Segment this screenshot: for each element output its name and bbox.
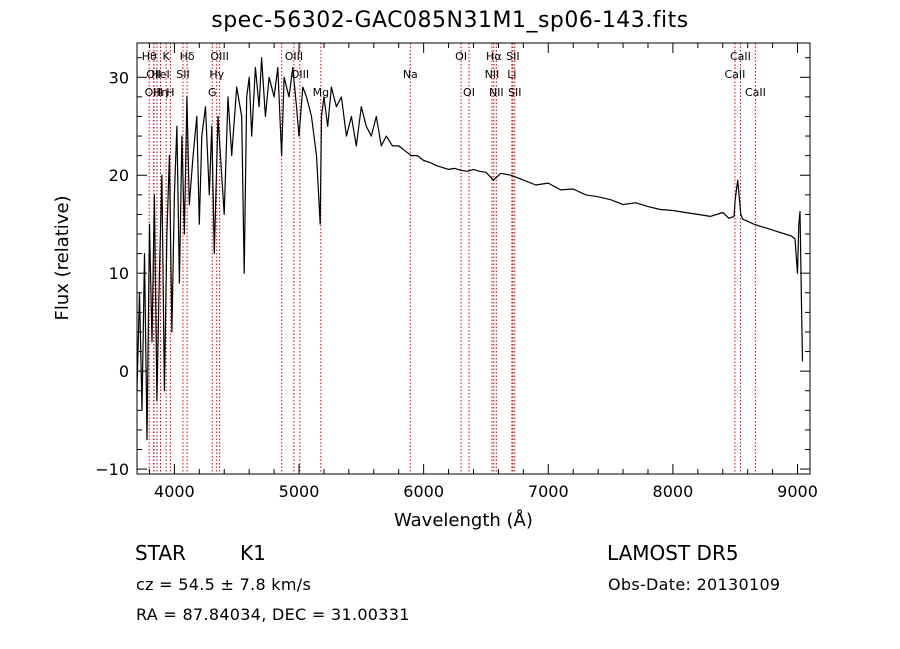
survey-name: LAMOST DR5: [607, 541, 739, 565]
chart-title: spec-56302-GAC085N31M1_sp06-143.fits: [211, 8, 689, 33]
object-class: STAR: [135, 541, 186, 565]
x-tick-label: 8000: [653, 482, 694, 501]
line-marker-label: OIII: [291, 68, 309, 81]
line-marker-label: CaII: [730, 50, 751, 63]
observation-date: Obs-Date: 20130109: [608, 575, 781, 594]
y-axis-label: Flux (relative): [52, 195, 73, 320]
line-marker-label: Hδ: [180, 50, 195, 63]
x-tick-label: 4000: [154, 482, 195, 501]
line-marker-label: H: [166, 86, 174, 99]
y-tick-label: 20: [109, 166, 129, 185]
x-axis-label: Wavelength (Å): [394, 510, 533, 531]
line-marker-label: OII: [146, 68, 161, 81]
line-marker-label: Hθ: [142, 50, 157, 63]
subclass: K1: [240, 541, 266, 565]
x-tick-label: 6000: [403, 482, 444, 501]
line-marker-label: OI: [455, 50, 467, 63]
line-marker-label: Li: [507, 68, 516, 81]
line-marker-label: OIII: [210, 50, 228, 63]
line-marker-label: Hη: [153, 86, 168, 99]
spectrum-line: [136, 57, 804, 441]
line-marker-label: OIII: [285, 50, 303, 63]
redshift-velocity: cz = 54.5 ± 7.8 km/s: [136, 575, 312, 594]
x-tick-label: 5000: [279, 482, 320, 501]
tick-labels: 4000 5000 6000 7000 8000 9000 −10 0 10 20 30: [95, 68, 818, 501]
line-marker-label: OI: [463, 86, 475, 99]
y-tick-label: −10: [95, 460, 129, 479]
plot-frame: [136, 42, 811, 475]
line-marker-label: SII: [176, 68, 189, 81]
line-marker-label: SII: [506, 50, 519, 63]
line-marker-label: K: [163, 50, 171, 63]
line-marker-label: CaII: [745, 86, 766, 99]
y-tick-label: 10: [109, 264, 129, 283]
line-marker-label: Hγ: [209, 68, 224, 81]
x-tick-label: 7000: [528, 482, 569, 501]
line-marker-label: NII: [489, 86, 504, 99]
line-marker-label: Na: [403, 68, 418, 81]
line-marker-label: Mg: [313, 86, 329, 99]
line-marker-label: OIII: [145, 86, 163, 99]
axis-ticks: [137, 43, 810, 474]
line-marker-label: G: [208, 86, 217, 99]
line-marker-label: SII: [508, 86, 521, 99]
line-marker-label: CaII: [725, 68, 746, 81]
coordinates: RA = 87.84034, DEC = 31.00331: [136, 605, 410, 624]
y-tick-label: 0: [119, 362, 129, 381]
line-marker-label: HeI: [151, 68, 169, 81]
line-marker-label: NII: [485, 68, 500, 81]
line-marker-label: Hα: [486, 50, 502, 63]
y-tick-label: 30: [109, 68, 129, 87]
x-tick-label: 9000: [777, 482, 818, 501]
